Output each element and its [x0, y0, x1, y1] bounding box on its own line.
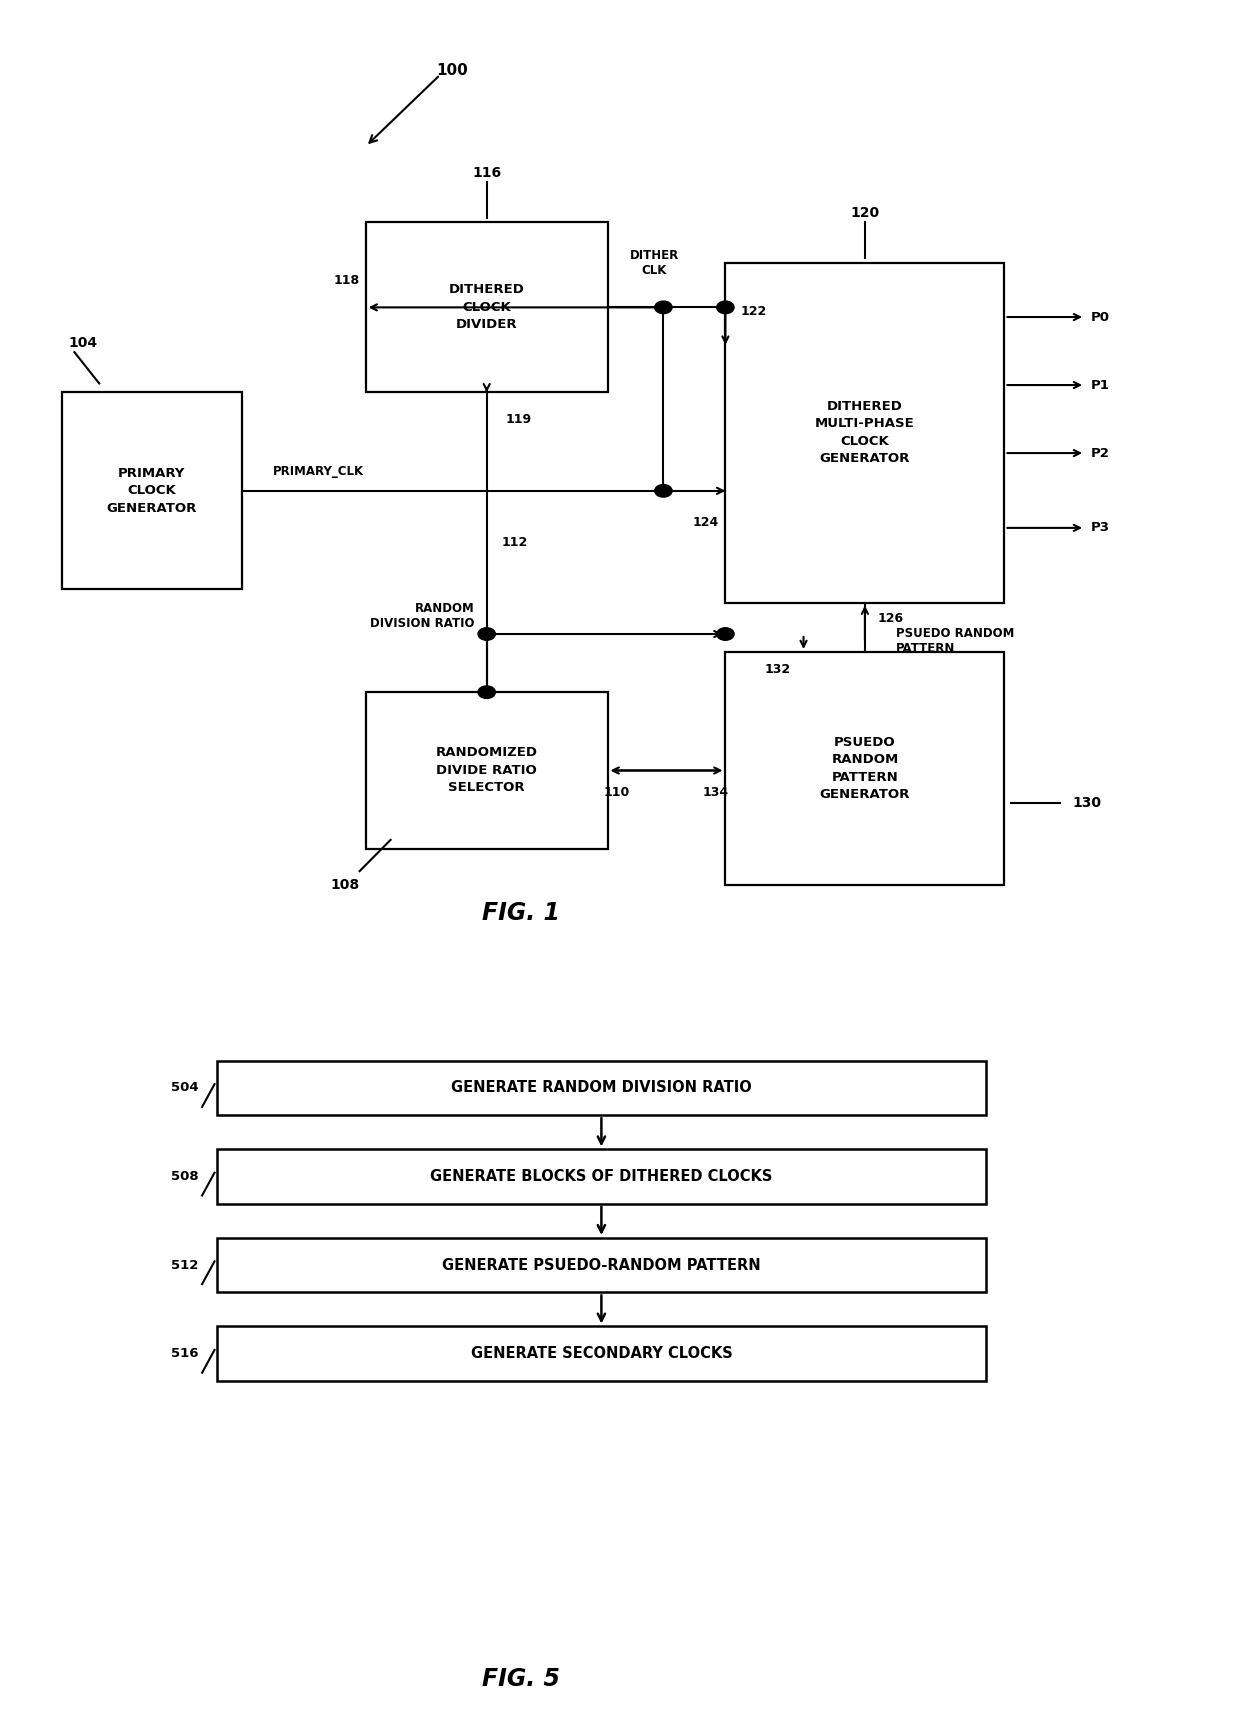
Bar: [217, 1150, 986, 1203]
Text: 122: 122: [740, 305, 766, 318]
Bar: [725, 263, 1004, 602]
Text: DITHERED
MULTI-PHASE
CLOCK
GENERATOR: DITHERED MULTI-PHASE CLOCK GENERATOR: [815, 399, 915, 465]
Bar: [366, 222, 608, 392]
Text: PRIMARY
CLOCK
GENERATOR: PRIMARY CLOCK GENERATOR: [107, 466, 197, 515]
Circle shape: [655, 301, 672, 313]
Bar: [725, 652, 1004, 885]
Bar: [62, 392, 242, 589]
Text: 120: 120: [851, 207, 879, 220]
Circle shape: [477, 687, 495, 699]
Text: PRIMARY_CLK: PRIMARY_CLK: [273, 465, 363, 478]
Text: FIG. 1: FIG. 1: [482, 900, 559, 924]
Text: 124: 124: [693, 516, 719, 528]
Text: 116: 116: [472, 167, 501, 181]
Text: GENERATE PSUEDO-RANDOM PATTERN: GENERATE PSUEDO-RANDOM PATTERN: [443, 1258, 760, 1272]
Text: 512: 512: [171, 1258, 198, 1272]
Bar: [217, 1060, 986, 1115]
Text: 108: 108: [331, 878, 360, 891]
Text: PSUEDO
RANDOM
PATTERN
GENERATOR: PSUEDO RANDOM PATTERN GENERATOR: [820, 735, 910, 800]
Text: 132: 132: [765, 663, 791, 676]
Text: 504: 504: [171, 1081, 198, 1095]
Text: P1: P1: [1091, 379, 1110, 392]
Circle shape: [717, 301, 734, 313]
Text: DITHERED
CLOCK
DIVIDER: DITHERED CLOCK DIVIDER: [449, 284, 525, 332]
Circle shape: [717, 628, 734, 640]
Circle shape: [655, 485, 672, 497]
Text: DITHER
CLK: DITHER CLK: [630, 248, 678, 277]
Text: GENERATE SECONDARY CLOCKS: GENERATE SECONDARY CLOCKS: [470, 1346, 733, 1361]
Text: GENERATE BLOCKS OF DITHERED CLOCKS: GENERATE BLOCKS OF DITHERED CLOCKS: [430, 1169, 773, 1184]
Text: P0: P0: [1091, 310, 1110, 324]
Text: 130: 130: [1073, 797, 1101, 811]
Text: 118: 118: [334, 274, 360, 287]
Text: PSUEDO RANDOM
PATTERN: PSUEDO RANDOM PATTERN: [895, 626, 1014, 654]
Bar: [217, 1237, 986, 1292]
Text: P2: P2: [1091, 446, 1110, 460]
Text: FIG. 5: FIG. 5: [482, 1666, 559, 1690]
Text: P3: P3: [1091, 521, 1110, 535]
Text: 126: 126: [878, 613, 904, 625]
Text: RANDOMIZED
DIVIDE RATIO
SELECTOR: RANDOMIZED DIVIDE RATIO SELECTOR: [435, 747, 538, 795]
Text: 516: 516: [171, 1348, 198, 1360]
Text: 508: 508: [171, 1170, 198, 1182]
Bar: [217, 1327, 986, 1380]
Text: 119: 119: [506, 413, 532, 425]
Text: RANDOM
DIVISION RATIO: RANDOM DIVISION RATIO: [370, 602, 474, 630]
Text: 100: 100: [436, 62, 469, 77]
Circle shape: [477, 628, 495, 640]
Text: 134: 134: [703, 786, 729, 799]
Text: 112: 112: [501, 535, 528, 549]
Text: 104: 104: [68, 336, 97, 349]
Bar: [366, 692, 608, 848]
Text: 110: 110: [604, 786, 630, 799]
Text: GENERATE RANDOM DIVISION RATIO: GENERATE RANDOM DIVISION RATIO: [451, 1081, 751, 1096]
